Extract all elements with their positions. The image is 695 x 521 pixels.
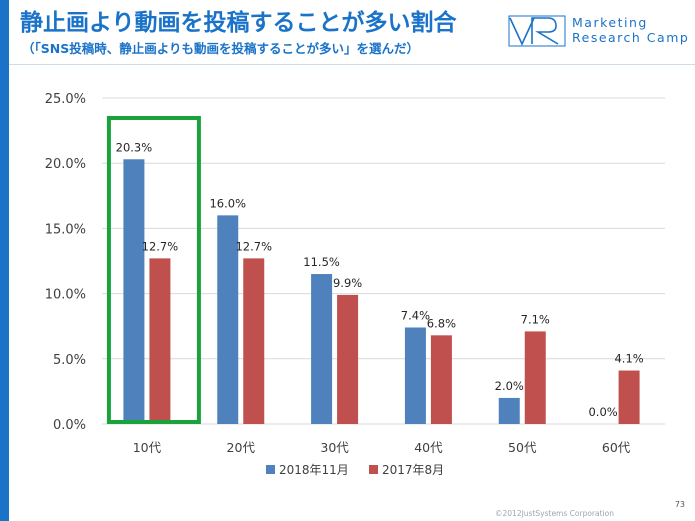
bar bbox=[123, 159, 145, 424]
logo-line-1: Marketing bbox=[572, 15, 648, 30]
logo-text: Marketing Research Camp bbox=[572, 15, 689, 45]
header-divider bbox=[9, 64, 695, 65]
page-subtitle: （「SNS投稿時、静止画よりも動画を投稿することが多い」を選んだ） bbox=[22, 41, 419, 56]
bar bbox=[311, 274, 333, 424]
marketing-research-camp-logo: Marketing Research Camp bbox=[508, 14, 695, 50]
logo-line-2: Research Camp bbox=[572, 30, 690, 45]
bar bbox=[524, 331, 546, 424]
page-title: 静止画より動画を投稿することが多い割合 bbox=[20, 10, 457, 36]
x-tick-label: 60代 bbox=[602, 440, 631, 455]
x-tick-label: 40代 bbox=[414, 440, 443, 455]
data-label: 16.0% bbox=[209, 196, 246, 210]
data-label: 11.5% bbox=[303, 255, 340, 269]
legend-label: 2017年8月 bbox=[382, 463, 444, 477]
data-label: 0.0% bbox=[588, 405, 617, 419]
legend-swatch bbox=[266, 465, 275, 474]
highlight-box bbox=[106, 116, 201, 424]
x-tick-label: 20代 bbox=[227, 440, 256, 455]
bar bbox=[217, 215, 239, 424]
legend-label: 2018年11月 bbox=[279, 463, 349, 477]
data-label: 7.1% bbox=[521, 312, 550, 326]
data-label: 12.7% bbox=[235, 239, 272, 253]
data-label: 20.3% bbox=[116, 140, 153, 154]
y-tick-label: 20.0% bbox=[45, 157, 86, 172]
data-label: 12.7% bbox=[142, 239, 179, 253]
legend-swatch bbox=[369, 465, 378, 474]
bar bbox=[149, 258, 171, 424]
y-tick-label: 15.0% bbox=[45, 222, 86, 237]
data-label: 6.8% bbox=[427, 316, 456, 330]
bar bbox=[498, 397, 520, 424]
x-tick-label: 50代 bbox=[508, 440, 537, 455]
bar bbox=[337, 294, 359, 424]
x-tick-label: 10代 bbox=[133, 440, 162, 455]
data-label: 4.1% bbox=[614, 352, 643, 366]
copyright-text: ©2012JustSystems Corporation bbox=[495, 509, 614, 518]
bar bbox=[404, 327, 426, 424]
data-label: 9.9% bbox=[333, 276, 362, 290]
bar bbox=[618, 370, 640, 424]
data-label: 7.4% bbox=[401, 309, 430, 323]
bar bbox=[430, 335, 452, 424]
y-tick-label: 0.0% bbox=[53, 418, 86, 433]
left-accent-bar bbox=[0, 0, 9, 521]
bar bbox=[243, 258, 265, 424]
logo-mark-icon bbox=[508, 15, 566, 47]
y-tick-label: 5.0% bbox=[53, 353, 86, 368]
y-tick-label: 10.0% bbox=[45, 288, 86, 303]
x-tick-label: 30代 bbox=[320, 440, 349, 455]
data-label: 2.0% bbox=[495, 379, 524, 393]
page-number: 73 bbox=[674, 500, 685, 509]
y-tick-label: 25.0% bbox=[45, 92, 86, 107]
